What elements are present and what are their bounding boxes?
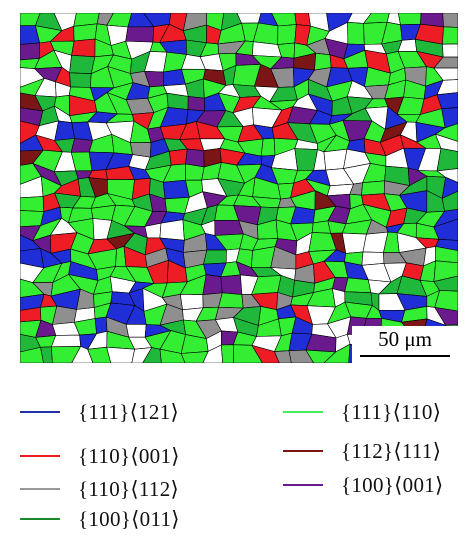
legend-label: {100}⟨011⟩ xyxy=(78,506,180,531)
grain xyxy=(168,148,188,166)
grain xyxy=(311,220,332,234)
scale-bar-label: 50 μm xyxy=(378,327,432,351)
grain xyxy=(159,348,186,363)
legend-swatch xyxy=(283,450,323,452)
grain xyxy=(277,24,297,45)
grain xyxy=(433,275,458,292)
grain xyxy=(436,168,458,183)
grain xyxy=(305,349,337,363)
grain xyxy=(159,219,185,241)
grain xyxy=(131,347,153,363)
grain xyxy=(361,180,385,196)
grain xyxy=(436,92,458,110)
grain-layer xyxy=(20,13,458,363)
legend-swatch xyxy=(20,488,60,490)
grain xyxy=(220,274,243,295)
grain xyxy=(180,351,209,363)
legend-swatch xyxy=(20,411,60,413)
grain xyxy=(73,23,98,42)
grain xyxy=(341,232,367,254)
grain xyxy=(162,179,190,200)
grain xyxy=(433,260,458,282)
legend-item-111-110: {111}⟨110⟩ xyxy=(283,397,441,427)
scale-bar-line xyxy=(360,355,450,357)
grain xyxy=(251,344,280,363)
grain xyxy=(185,163,205,181)
legend-label: {112}⟨111⟩ xyxy=(341,438,442,463)
grain xyxy=(166,92,189,110)
grain xyxy=(20,346,44,363)
grain xyxy=(71,38,96,58)
grain xyxy=(434,123,458,142)
grain xyxy=(187,96,205,112)
grain xyxy=(203,249,227,265)
grain xyxy=(436,148,458,172)
grain xyxy=(442,26,458,45)
grain xyxy=(69,72,92,88)
grain xyxy=(218,292,244,309)
grain xyxy=(214,219,244,236)
legend-swatch xyxy=(283,411,323,413)
grain xyxy=(20,196,45,212)
grain xyxy=(435,246,458,264)
legend-item-110-001: {110}⟨001⟩ xyxy=(20,441,180,471)
grain xyxy=(433,218,458,241)
legend-label: {111}⟨121⟩ xyxy=(78,399,179,424)
grain xyxy=(441,176,458,199)
grain xyxy=(125,323,147,338)
grain xyxy=(442,13,458,28)
grain xyxy=(433,56,458,69)
grain xyxy=(433,67,458,81)
scale-bar: 50 μm xyxy=(352,326,458,363)
grain xyxy=(94,316,108,335)
grain xyxy=(397,13,422,26)
grain xyxy=(69,54,96,75)
grain xyxy=(40,346,53,363)
grain xyxy=(347,21,365,45)
grain xyxy=(179,293,204,311)
legend-item-111-121: {111}⟨121⟩ xyxy=(20,397,179,427)
grain xyxy=(434,133,458,152)
grain xyxy=(436,79,458,96)
grain xyxy=(51,346,82,363)
legend-swatch xyxy=(20,518,60,520)
grain xyxy=(71,346,94,363)
legend-item-100-011: {100}⟨011⟩ xyxy=(20,504,180,534)
grain xyxy=(87,346,112,363)
legend-label: {111}⟨110⟩ xyxy=(341,399,442,424)
legend-swatch xyxy=(283,484,323,486)
legend-swatch xyxy=(20,455,60,457)
grain xyxy=(202,344,224,363)
grain xyxy=(294,13,311,27)
grain xyxy=(435,238,458,251)
grain xyxy=(442,43,458,58)
grain xyxy=(361,251,385,266)
grain xyxy=(20,42,41,61)
grain xyxy=(323,343,351,363)
grain xyxy=(433,208,458,228)
grain xyxy=(260,137,276,157)
legend-label: {110}⟨112⟩ xyxy=(78,476,179,501)
grain xyxy=(106,346,136,363)
grain xyxy=(202,274,223,296)
grain xyxy=(220,344,234,363)
legend-label: {100}⟨001⟩ xyxy=(341,472,444,497)
grain xyxy=(274,350,292,363)
grain xyxy=(50,334,82,348)
grain xyxy=(20,210,45,228)
legend-label: {110}⟨001⟩ xyxy=(78,443,180,468)
legend-item-112-111: {112}⟨111⟩ xyxy=(283,436,441,466)
grain xyxy=(344,277,372,294)
grain xyxy=(441,107,458,129)
grain xyxy=(125,26,155,43)
legend-item-110-112: {110}⟨112⟩ xyxy=(20,474,179,504)
ebsd-orientation-map xyxy=(20,13,458,363)
grain xyxy=(142,347,162,363)
grain xyxy=(52,305,77,325)
grain xyxy=(441,190,458,212)
grain xyxy=(232,344,263,363)
legend-item-100-001: {100}⟨001⟩ xyxy=(283,470,444,500)
grain xyxy=(434,307,458,326)
grain xyxy=(434,290,458,312)
